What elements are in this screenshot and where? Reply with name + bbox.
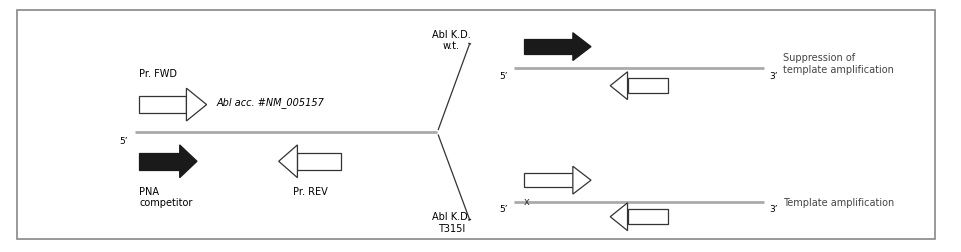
Bar	[298, 153, 341, 170]
Text: 3’: 3’	[769, 205, 777, 214]
Bar	[628, 209, 668, 224]
Text: PNA
competitor: PNA competitor	[139, 187, 193, 208]
Bar	[628, 78, 668, 93]
Polygon shape	[180, 145, 197, 178]
Text: Pr. FWD: Pr. FWD	[139, 69, 178, 79]
Text: Template amplification: Template amplification	[783, 198, 895, 208]
Bar	[524, 39, 573, 54]
Text: Abl K.D.
w.t.: Abl K.D. w.t.	[432, 29, 471, 51]
Text: 5’: 5’	[499, 72, 507, 81]
Text: x: x	[524, 197, 530, 207]
Polygon shape	[573, 33, 591, 60]
Polygon shape	[186, 88, 207, 121]
Bar	[524, 173, 573, 187]
Polygon shape	[610, 72, 628, 100]
Text: 5’: 5’	[119, 137, 128, 146]
Text: Suppression of
template amplification: Suppression of template amplification	[783, 53, 894, 75]
Polygon shape	[610, 203, 628, 231]
Polygon shape	[573, 166, 591, 194]
Bar	[139, 153, 180, 170]
Text: Abl K.D.
T315I: Abl K.D. T315I	[432, 212, 471, 234]
Text: Abl acc. #NM_005157: Abl acc. #NM_005157	[216, 97, 324, 108]
Text: 3’: 3’	[769, 72, 777, 81]
Polygon shape	[279, 145, 298, 178]
Bar	[139, 96, 186, 113]
Text: Pr. REV: Pr. REV	[292, 187, 328, 197]
Text: 5’: 5’	[499, 205, 507, 214]
